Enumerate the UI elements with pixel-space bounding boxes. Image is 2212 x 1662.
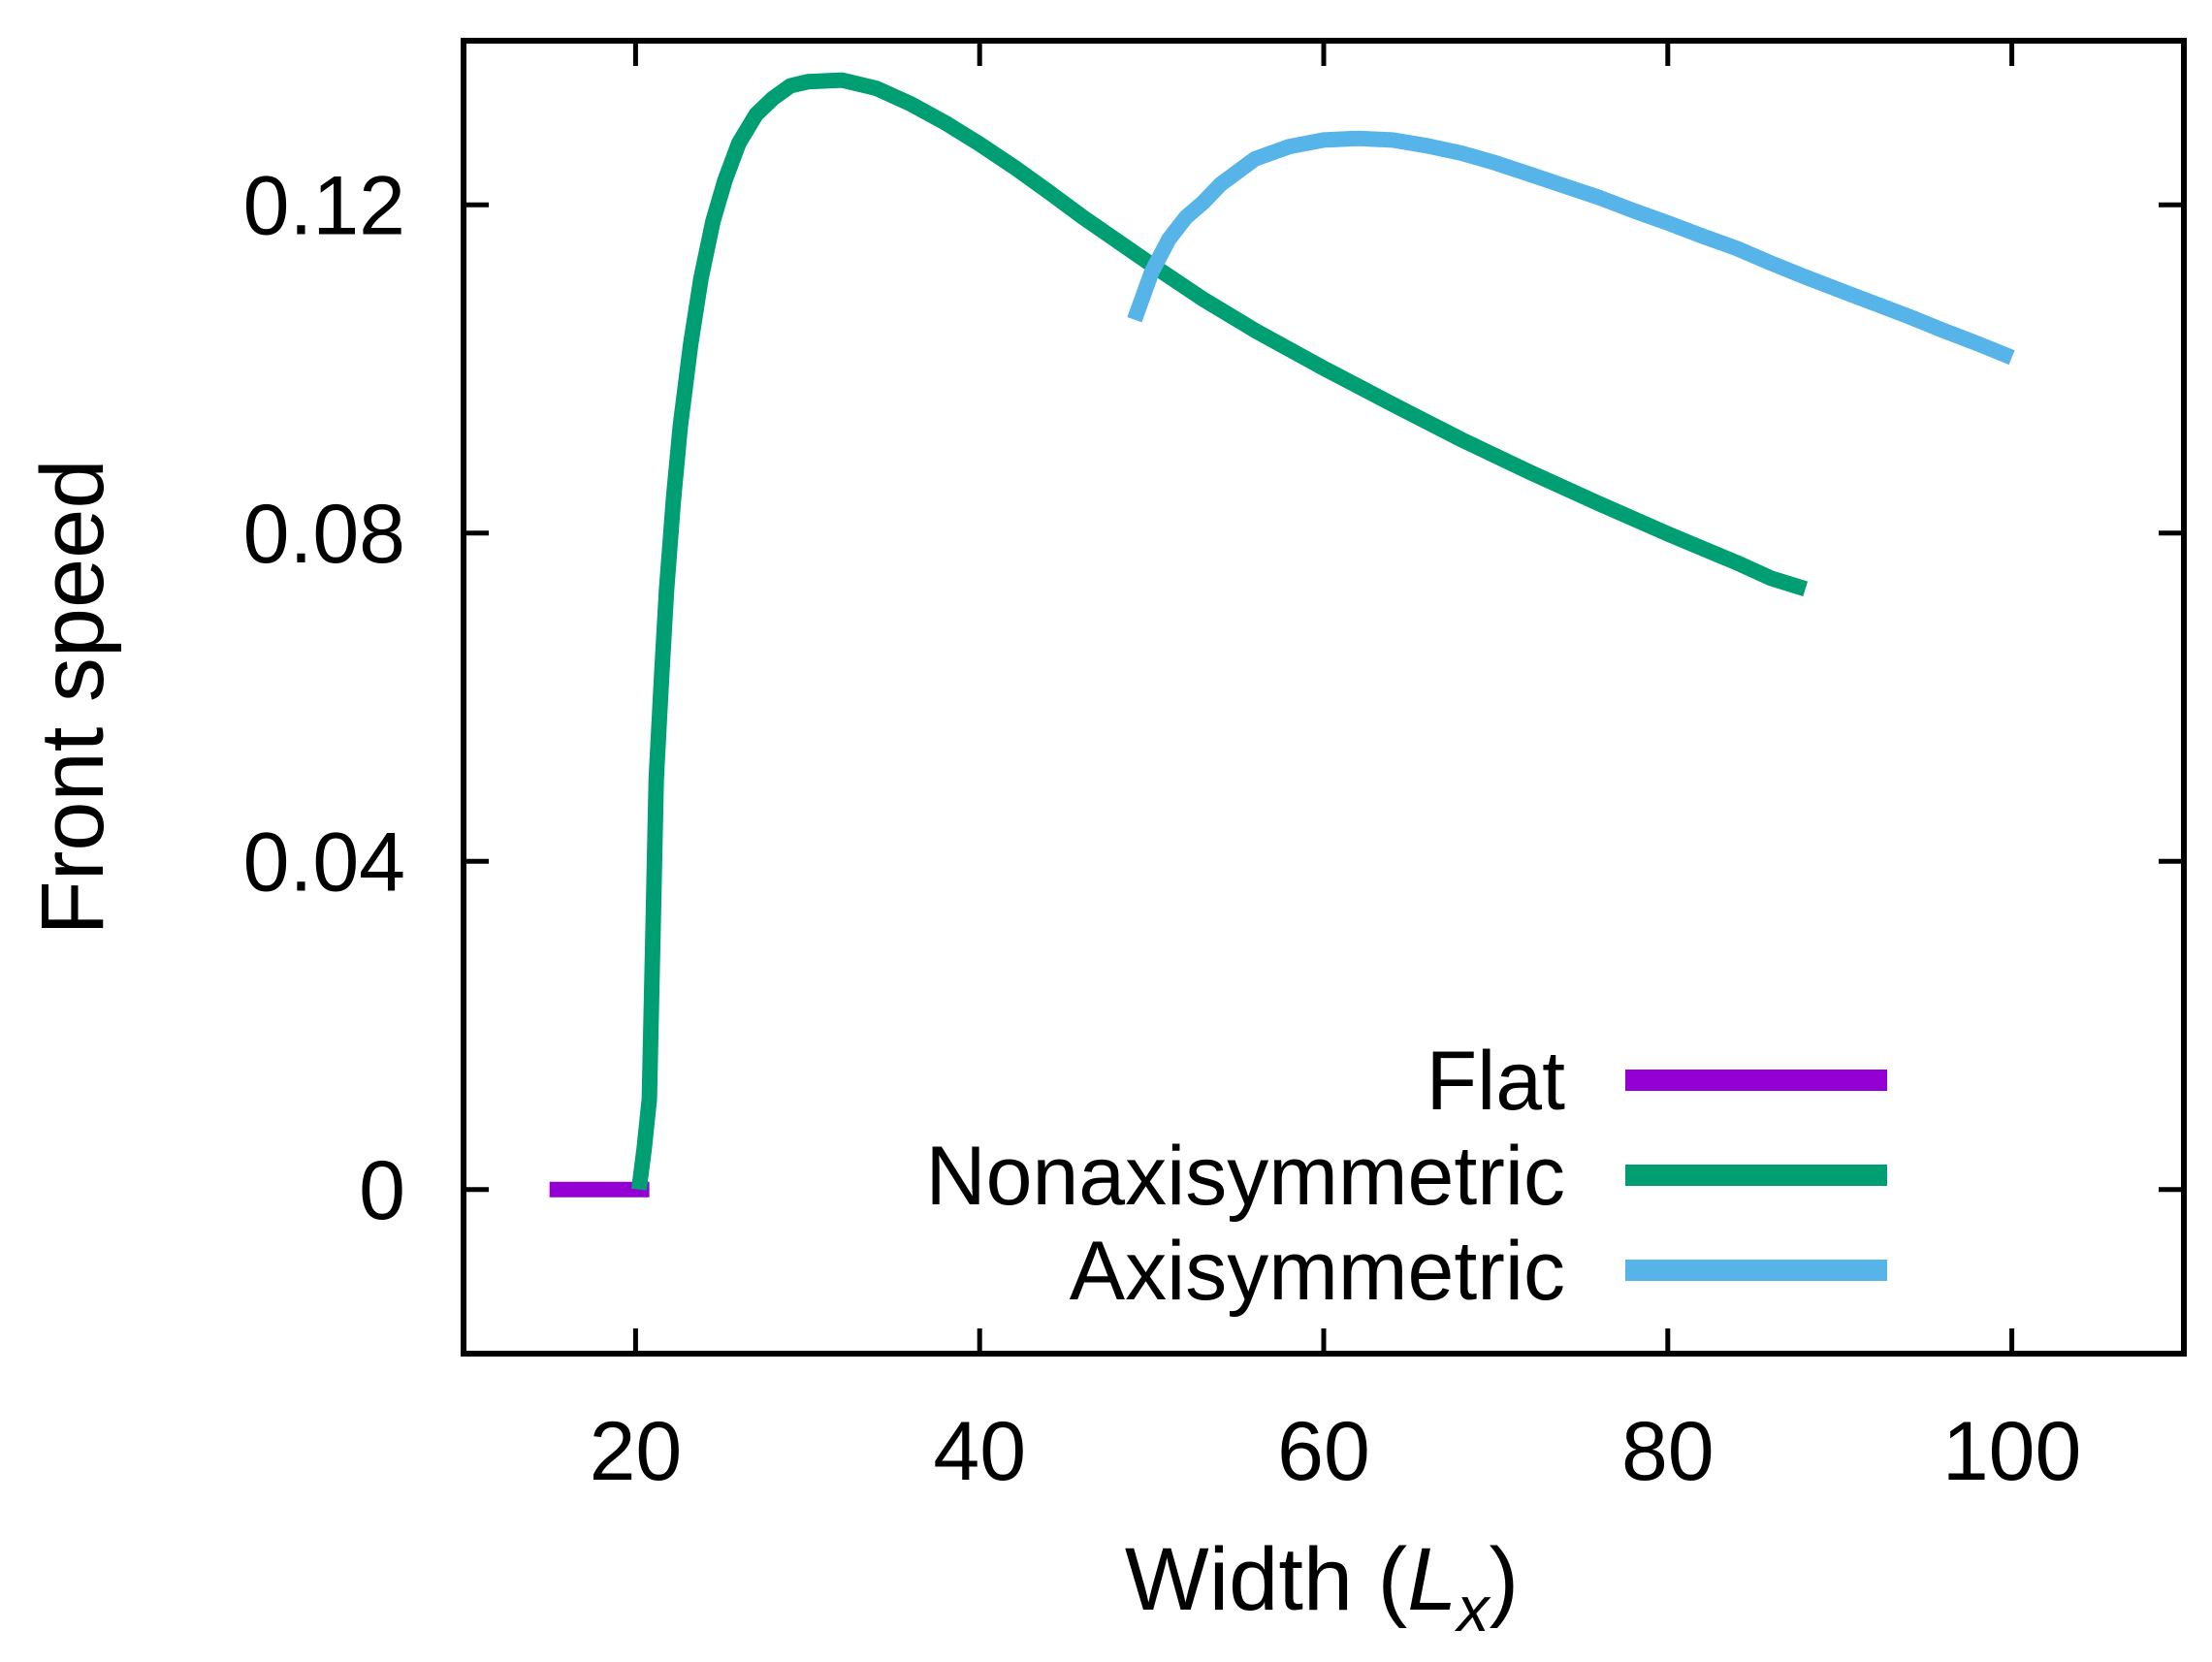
y-tick-label: 0	[359, 1144, 405, 1237]
x-axis-label-subscript: x	[1454, 1573, 1491, 1645]
series-line-axisymmetric	[1127, 130, 2015, 366]
x-axis-label: Width (Lx)	[1125, 1530, 1519, 1645]
axis-ticks: 20 40 60 80 100 0 0.04 0.08 0.12	[243, 41, 2184, 1498]
y-tick-label: 0.12	[243, 159, 405, 252]
x-axis-label-text: Width (	[1125, 1530, 1408, 1629]
x-axis-label-close: )	[1489, 1530, 1519, 1629]
series-line-nonaxisymmetric	[630, 72, 1809, 1191]
series-layer	[549, 72, 2015, 1198]
x-tick-label: 20	[590, 1405, 683, 1498]
legend-label-nonaxisymmetric: Nonaxisymmetric	[926, 1130, 1565, 1223]
x-tick-label: 60	[1277, 1405, 1370, 1498]
legend-label-flat: Flat	[1427, 1035, 1565, 1128]
x-tick-label: 100	[1942, 1405, 2082, 1498]
y-tick-label: 0.08	[243, 488, 405, 581]
x-axis-label-var: L	[1407, 1530, 1457, 1629]
legend-label-axisymmetric: Axisymmetric	[1070, 1225, 1565, 1318]
y-tick-label: 0.04	[243, 815, 405, 909]
x-tick-label: 40	[933, 1405, 1026, 1498]
y-axis-label: Front speed	[23, 460, 122, 936]
x-tick-label: 80	[1621, 1405, 1715, 1498]
